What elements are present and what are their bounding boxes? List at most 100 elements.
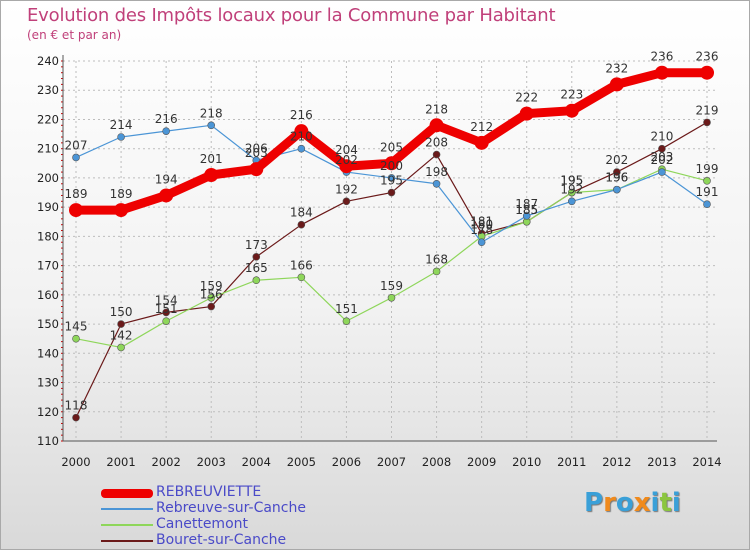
y-tick-label: 160 [37,288,59,302]
data-point [117,320,125,328]
data-label: 168 [425,252,448,266]
data-point [387,293,396,302]
x-tick-label: 2002 [152,455,181,469]
data-point [159,188,174,203]
data-point [117,343,125,352]
data-point [339,159,354,174]
data-point [567,188,576,197]
y-tick-label: 230 [37,83,59,97]
data-label: 178 [470,223,493,237]
data-label: 195 [560,174,583,188]
data-point [429,118,444,133]
data-label: 189 [65,187,88,201]
legend-swatch [101,524,153,526]
data-point [162,127,170,135]
data-point [72,334,80,343]
data-label: 142 [110,328,133,342]
data-label: 118 [65,399,88,413]
data-label: 184 [290,206,313,220]
data-label: 203 [245,146,268,160]
data-label: 222 [515,91,538,105]
data-label: 181 [470,214,493,228]
data-point [162,317,170,325]
data-point [658,144,666,153]
data-point [252,276,261,285]
data-label: 208 [425,136,448,150]
data-point [387,188,396,197]
data-point [613,185,621,194]
legend-swatch [101,540,153,542]
data-label: 198 [425,165,448,179]
data-point [432,150,441,159]
data-label: 195 [560,174,583,188]
proxiti-logo: Proxiti [584,488,681,518]
data-label: 156 [200,288,223,302]
data-label: 204 [335,143,358,157]
data-point [72,153,80,162]
legend-label: Rebreuve-sur-Canche [156,500,306,516]
data-point [204,168,219,182]
data-label: 180 [470,217,493,231]
data-label: 196 [605,171,628,185]
data-label: 210 [290,130,313,144]
data-point [700,65,714,80]
y-tick-label: 140 [37,346,59,360]
data-label: 200 [380,159,403,173]
data-point [117,133,125,141]
data-point [703,177,711,185]
legend-label: REBREUVIETTE [156,484,262,500]
data-point [69,203,83,218]
data-label: 201 [200,152,223,166]
data-point [654,65,669,80]
data-point [252,253,261,261]
data-point [207,293,216,302]
data-point [342,197,351,206]
x-tick-label: 2001 [106,455,135,469]
data-label: 151 [155,302,178,316]
data-point [519,106,534,121]
data-label: 173 [245,238,268,252]
data-label: 192 [560,182,583,196]
data-point [609,77,624,92]
x-tick-label: 2004 [242,455,271,469]
legend-label: Canettemont [156,516,248,532]
data-label: 216 [290,108,313,122]
data-point [162,308,170,317]
y-tick-label: 150 [37,317,59,331]
data-point [114,203,129,218]
data-point [342,317,351,325]
data-point [207,121,216,130]
x-tick-label: 2005 [287,455,316,469]
legend-swatch [101,488,153,498]
y-tick-label: 110 [37,434,59,448]
data-label: 145 [65,320,88,334]
data-point [703,118,711,127]
data-point [703,200,711,209]
data-label: 202 [605,153,628,167]
y-tick-label: 200 [37,171,59,185]
x-tick-label: 2000 [61,455,90,469]
x-tick-label: 2008 [422,455,451,469]
data-point [207,302,216,311]
data-point [474,135,489,150]
x-tick-label: 2003 [197,455,226,469]
data-point [294,124,309,139]
data-label: 216 [155,112,178,126]
data-point [432,267,441,276]
data-label: 232 [605,61,628,75]
data-label: 203 [650,150,673,164]
data-label: 236 [650,50,673,64]
x-tick-label: 2014 [692,455,721,469]
x-tick-label: 2011 [557,455,586,469]
data-label: 195 [380,174,403,188]
legend-label: Bouret-sur-Canche [156,532,287,548]
data-label: 202 [650,153,673,167]
data-label: 212 [470,120,493,134]
data-point [297,220,306,229]
data-label: 165 [245,261,268,275]
data-point [658,168,666,176]
data-label: 191 [696,185,719,199]
data-label: 218 [200,106,223,120]
data-label: 159 [200,279,223,293]
data-label: 187 [515,197,538,211]
